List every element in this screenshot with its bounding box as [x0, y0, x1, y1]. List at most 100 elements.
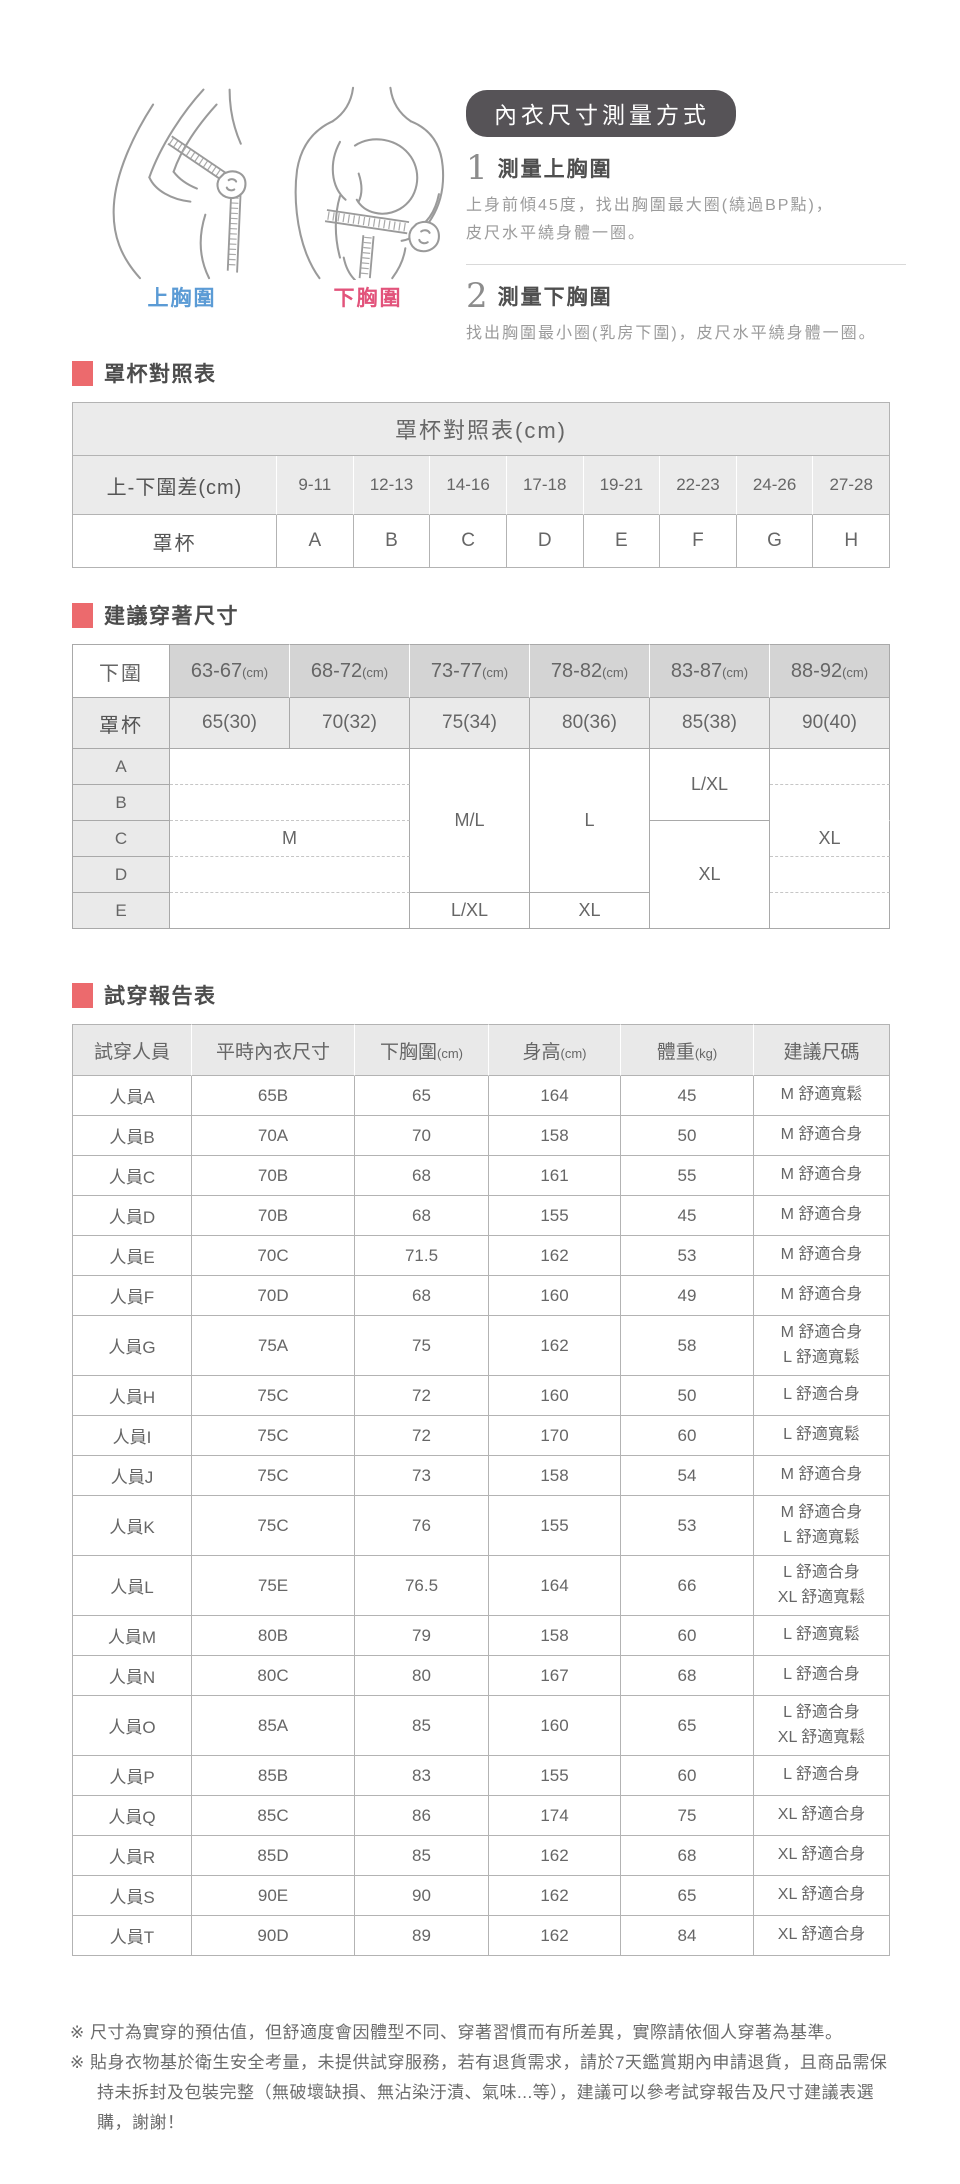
underbust-cell: 68 [355, 1276, 489, 1316]
range-cell: 17-18 [506, 456, 584, 515]
weight-cell: 55 [621, 1156, 754, 1196]
underbust-cell: 83 [355, 1756, 489, 1796]
size-cell-xl: XL [530, 893, 650, 929]
height-cell: 164 [489, 1076, 621, 1116]
fit-table-row: 人員G 75A 75 162 58 M 舒適合身 L 舒適寬鬆 [72, 1316, 890, 1376]
size-cell-spacer [770, 857, 890, 893]
cup-row-label: A [72, 749, 170, 785]
underbust-cell: 75 [355, 1316, 489, 1376]
weight-cell: 54 [621, 1456, 754, 1496]
figure-lower-bust: 下胸圍 [272, 84, 464, 312]
divider [466, 264, 906, 265]
weight-cell: 65 [621, 1876, 754, 1916]
weight-cell: 53 [621, 1236, 754, 1276]
cup-label-cell: 罩杯 [72, 515, 277, 568]
height-cell: 155 [489, 1196, 621, 1236]
suggestion-cell: XL 舒適合身 [754, 1876, 890, 1916]
person-cell: 人員K [72, 1496, 192, 1556]
size-cell-spacer [170, 749, 410, 785]
size-cell-l: L [530, 749, 650, 893]
underband-range-cell: 63-67(cm) [170, 644, 290, 698]
suggestion-cell: XL 舒適合身 [754, 1796, 890, 1836]
size-cell-lxl: L/XL [410, 893, 530, 929]
cup-cell: H [813, 515, 890, 568]
fitting-report-table: 試穿人員 平時內衣尺寸 下胸圍(cm) 身高(cm) 體重(kg) 建議尺碼 人… [72, 1024, 890, 1956]
height-cell: 158 [489, 1616, 621, 1656]
range-cell: 22-23 [660, 456, 737, 515]
size-table-section-header: 建議穿著尺寸 [72, 600, 890, 630]
underbust-cell: 89 [355, 1916, 489, 1956]
usual-size-cell: 75C [192, 1456, 355, 1496]
weight-cell: 66 [621, 1556, 754, 1616]
person-cell: 人員F [72, 1276, 192, 1316]
weight-cell: 45 [621, 1196, 754, 1236]
fit-table-row: 人員B 70A 70 158 50 M 舒適合身 [72, 1116, 890, 1156]
weight-cell: 84 [621, 1916, 754, 1956]
usual-size-cell: 75C [192, 1416, 355, 1456]
cup-table-section-header: 罩杯對照表 [72, 358, 890, 388]
underbust-cell: 72 [355, 1376, 489, 1416]
suggestion-cell: M 舒適合身 [754, 1116, 890, 1156]
usual-size-cell: 70D [192, 1276, 355, 1316]
size-table-section: 建議穿著尺寸 下圍 63-67(cm) 68-72(cm) 73-77(cm) … [72, 600, 890, 929]
usual-size-cell: 90D [192, 1916, 355, 1956]
page-title: 內衣尺寸測量方式 [466, 90, 736, 137]
underbust-cell: 65 [355, 1076, 489, 1116]
height-cell: 160 [489, 1276, 621, 1316]
person-cell: 人員D [72, 1196, 192, 1236]
band-size-cell: 85(38) [650, 698, 770, 749]
fit-table-row: 人員F 70D 68 160 49 M 舒適合身 [72, 1276, 890, 1316]
person-cell: 人員A [72, 1076, 192, 1116]
weight-cell: 68 [621, 1656, 754, 1696]
height-cell: 158 [489, 1456, 621, 1496]
fit-table-row: 人員O 85A 85 160 65 L 舒適合身 XL 舒適寬鬆 [72, 1696, 890, 1756]
suggestion-cell: XL 舒適合身 [754, 1916, 890, 1956]
footnotes: ※ 尺寸為實穿的預估值，但舒適度會因體型不同、穿著習慣而有所差異，實際請依個人穿… [70, 2018, 904, 2138]
usual-size-cell: 70B [192, 1196, 355, 1236]
usual-size-cell: 85C [192, 1796, 355, 1836]
cup-range-row: 上-下圍差(cm) 9-11 12-13 14-16 17-18 19-21 22-23 2… [72, 456, 890, 515]
weight-cell: 50 [621, 1116, 754, 1156]
weight-cell: 60 [621, 1756, 754, 1796]
range-cell: 9-11 [277, 456, 354, 515]
header-person: 試穿人員 [72, 1024, 192, 1076]
suggestion-cell: L 舒適合身 XL 舒適寬鬆 [754, 1696, 890, 1756]
cup-table-title: 罩杯對照表(cm) [72, 402, 890, 456]
person-cell: 人員C [72, 1156, 192, 1196]
size-cell-xl: XL [650, 821, 770, 929]
height-cell: 160 [489, 1696, 621, 1756]
header-suggestion: 建議尺碼 [754, 1024, 890, 1076]
cup-table-section: 罩杯對照表 罩杯對照表(cm) 上-下圍差(cm) 9-11 12-13 14-16… [72, 358, 890, 568]
person-cell: 人員J [72, 1456, 192, 1496]
weight-cell: 49 [621, 1276, 754, 1316]
person-cell: 人員H [72, 1376, 192, 1416]
underbust-cell: 76 [355, 1496, 489, 1556]
size-cell-ml: M/L [410, 749, 530, 893]
underband-range-cell: 68-72(cm) [290, 644, 410, 698]
size-cell-spacer [170, 785, 410, 821]
usual-size-cell: 80C [192, 1656, 355, 1696]
range-cell: 14-16 [430, 456, 507, 515]
underband-range-cell: 88-92(cm) [770, 644, 890, 698]
person-cell: 人員M [72, 1616, 192, 1656]
height-cell: 161 [489, 1156, 621, 1196]
cup-cell: E [583, 515, 661, 568]
height-cell: 162 [489, 1316, 621, 1376]
weight-cell: 68 [621, 1836, 754, 1876]
person-cell: 人員Q [72, 1796, 192, 1836]
suggestion-cell: L 舒適合身 [754, 1756, 890, 1796]
underband-label-cell: 下圍 [72, 644, 170, 698]
size-cell-spacer [170, 893, 410, 929]
fit-table-row: 人員A 65B 65 164 45 M 舒適寬鬆 [72, 1076, 890, 1116]
height-cell: 160 [489, 1376, 621, 1416]
band-size-cell: 65(30) [170, 698, 290, 749]
band-size-cell: 70(32) [290, 698, 410, 749]
range-cell: 12-13 [353, 456, 431, 515]
band-size-cell: 90(40) [770, 698, 890, 749]
usual-size-cell: 70A [192, 1116, 355, 1156]
weight-cell: 45 [621, 1076, 754, 1116]
fit-table-row: 人員R 85D 85 162 68 XL 舒適合身 [72, 1836, 890, 1876]
usual-size-cell: 75A [192, 1316, 355, 1376]
height-cell: 167 [489, 1656, 621, 1696]
